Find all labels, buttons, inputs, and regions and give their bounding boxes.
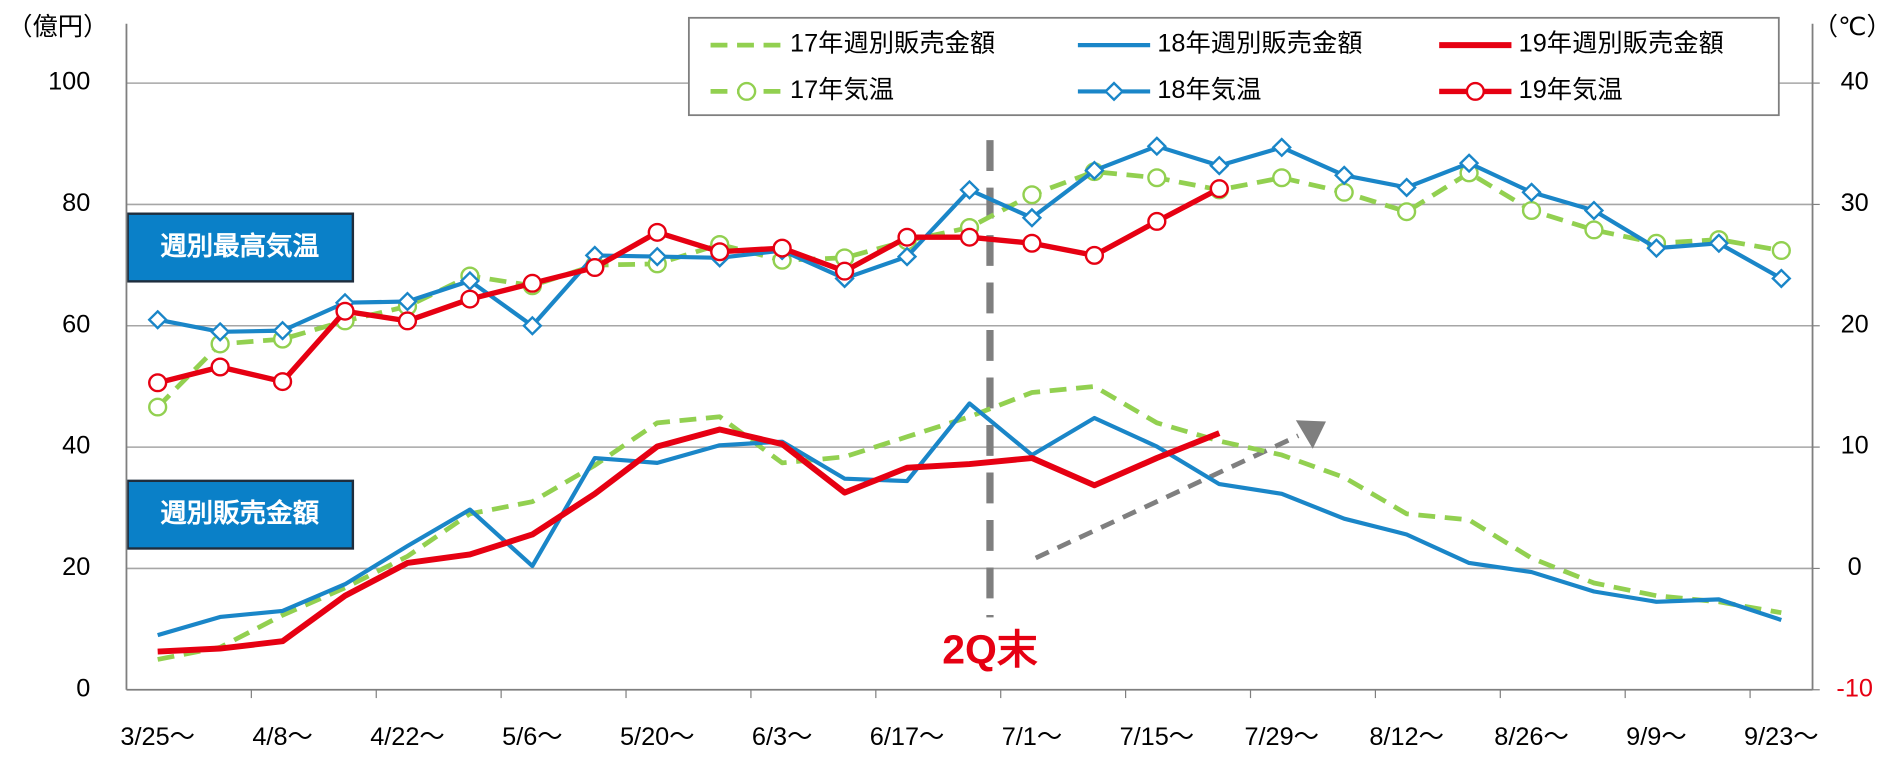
data-point bbox=[1209, 179, 1229, 199]
data-point bbox=[1022, 185, 1042, 205]
annotation-box bbox=[126, 479, 355, 550]
data-point bbox=[1084, 245, 1105, 265]
annotation: 週別販売金額 bbox=[160, 498, 319, 528]
data-point bbox=[959, 227, 980, 247]
data-point bbox=[710, 242, 730, 262]
y-tick-label: 20 bbox=[62, 553, 90, 581]
legend-marker bbox=[737, 81, 757, 101]
annotation: 週別最高気温 bbox=[160, 231, 319, 261]
data-point bbox=[1271, 137, 1292, 158]
x-tick-label: 4/8〜 bbox=[252, 723, 312, 751]
legend-label: 19年週別販売金額 bbox=[1519, 30, 1724, 58]
legend-label: 18年週別販売金額 bbox=[1157, 30, 1362, 58]
y2-tick-label: -10 bbox=[1836, 675, 1873, 703]
data-point bbox=[1021, 207, 1043, 228]
data-point bbox=[459, 270, 481, 291]
series-line bbox=[157, 426, 1221, 655]
annotation-box bbox=[126, 212, 355, 283]
x-tick-label: 9/9〜 bbox=[1626, 723, 1686, 751]
data-point bbox=[1209, 155, 1230, 176]
y2-tick-label: 0 bbox=[1848, 553, 1862, 581]
data-point bbox=[522, 273, 542, 293]
trend-arrowhead bbox=[1295, 420, 1326, 449]
series-line bbox=[157, 401, 1782, 638]
data-point bbox=[585, 258, 605, 278]
data-point bbox=[1147, 211, 1167, 231]
x-tick-label: 7/1〜 bbox=[1002, 723, 1062, 751]
legend-label: 17年週別販売金額 bbox=[790, 30, 995, 58]
data-point bbox=[1521, 201, 1542, 221]
data-point bbox=[1771, 241, 1791, 261]
data-point bbox=[896, 246, 918, 267]
legend bbox=[687, 16, 1780, 117]
data-point bbox=[1583, 200, 1605, 221]
data-point bbox=[272, 320, 293, 341]
x-tick-label: 7/15〜 bbox=[1120, 723, 1195, 751]
x-tick-label: 9/23〜 bbox=[1744, 723, 1819, 751]
y2-tick-label: 10 bbox=[1841, 432, 1869, 460]
trend-arrow bbox=[1034, 433, 1300, 561]
data-point bbox=[647, 222, 667, 242]
series-line bbox=[157, 384, 1782, 662]
data-point bbox=[1771, 268, 1792, 289]
x-tick-label: 8/12〜 bbox=[1369, 723, 1444, 751]
data-point bbox=[1708, 233, 1729, 254]
y-axis-label: （億円） bbox=[7, 13, 108, 41]
data-point bbox=[147, 309, 168, 330]
data-point bbox=[1646, 238, 1667, 259]
y-tick-label: 60 bbox=[62, 311, 90, 339]
data-point bbox=[148, 373, 168, 393]
data-point bbox=[647, 246, 668, 267]
legend-label: 17年気温 bbox=[790, 76, 894, 104]
legend-marker bbox=[1465, 81, 1485, 101]
data-point bbox=[522, 315, 543, 336]
data-point bbox=[272, 372, 293, 392]
y2-tick-label: 30 bbox=[1841, 189, 1869, 217]
y2-tick-label: 20 bbox=[1841, 311, 1869, 339]
data-point bbox=[1396, 177, 1417, 198]
y2-tick-label: 40 bbox=[1841, 68, 1869, 96]
x-tick-label: 7/29〜 bbox=[1244, 723, 1319, 751]
data-point bbox=[834, 261, 855, 281]
data-point bbox=[1272, 168, 1292, 188]
legend-marker bbox=[1103, 81, 1125, 102]
x-tick-label: 5/20〜 bbox=[620, 723, 695, 751]
x-tick-label: 6/3〜 bbox=[752, 723, 812, 751]
series-line bbox=[157, 186, 1221, 386]
x-tick-label: 4/22〜 bbox=[370, 723, 445, 751]
data-point bbox=[1396, 202, 1417, 222]
data-point bbox=[460, 289, 480, 309]
legend-label: 18年気温 bbox=[1157, 76, 1261, 104]
x-tick-label: 5/6〜 bbox=[502, 723, 562, 751]
data-point bbox=[897, 227, 917, 247]
y-tick-label: 40 bbox=[62, 432, 90, 460]
data-point bbox=[1334, 165, 1355, 186]
legend-label: 19年気温 bbox=[1519, 76, 1623, 104]
data-point bbox=[1584, 220, 1604, 240]
x-tick-label: 3/25〜 bbox=[120, 723, 195, 751]
x-tick-label: 8/26〜 bbox=[1494, 723, 1569, 751]
annotation: 2Q末 bbox=[942, 627, 1038, 673]
data-point bbox=[397, 311, 418, 331]
y2-axis-label: （℃） bbox=[1813, 13, 1886, 41]
data-point bbox=[772, 238, 792, 258]
y-tick-label: 100 bbox=[48, 68, 90, 96]
data-point bbox=[1458, 153, 1480, 174]
y-tick-label: 0 bbox=[76, 675, 90, 703]
data-point bbox=[1084, 160, 1105, 181]
data-point bbox=[335, 301, 355, 321]
x-tick-label: 6/17〜 bbox=[870, 723, 945, 751]
data-point bbox=[209, 321, 231, 342]
data-point bbox=[1147, 168, 1167, 188]
data-point bbox=[210, 357, 230, 377]
data-point bbox=[1022, 233, 1042, 253]
data-point bbox=[959, 179, 980, 200]
data-point bbox=[1146, 136, 1167, 157]
data-point bbox=[1334, 182, 1354, 202]
data-point bbox=[148, 397, 168, 417]
y-tick-label: 80 bbox=[62, 189, 90, 217]
data-point bbox=[1521, 182, 1542, 203]
data-point bbox=[397, 291, 418, 312]
